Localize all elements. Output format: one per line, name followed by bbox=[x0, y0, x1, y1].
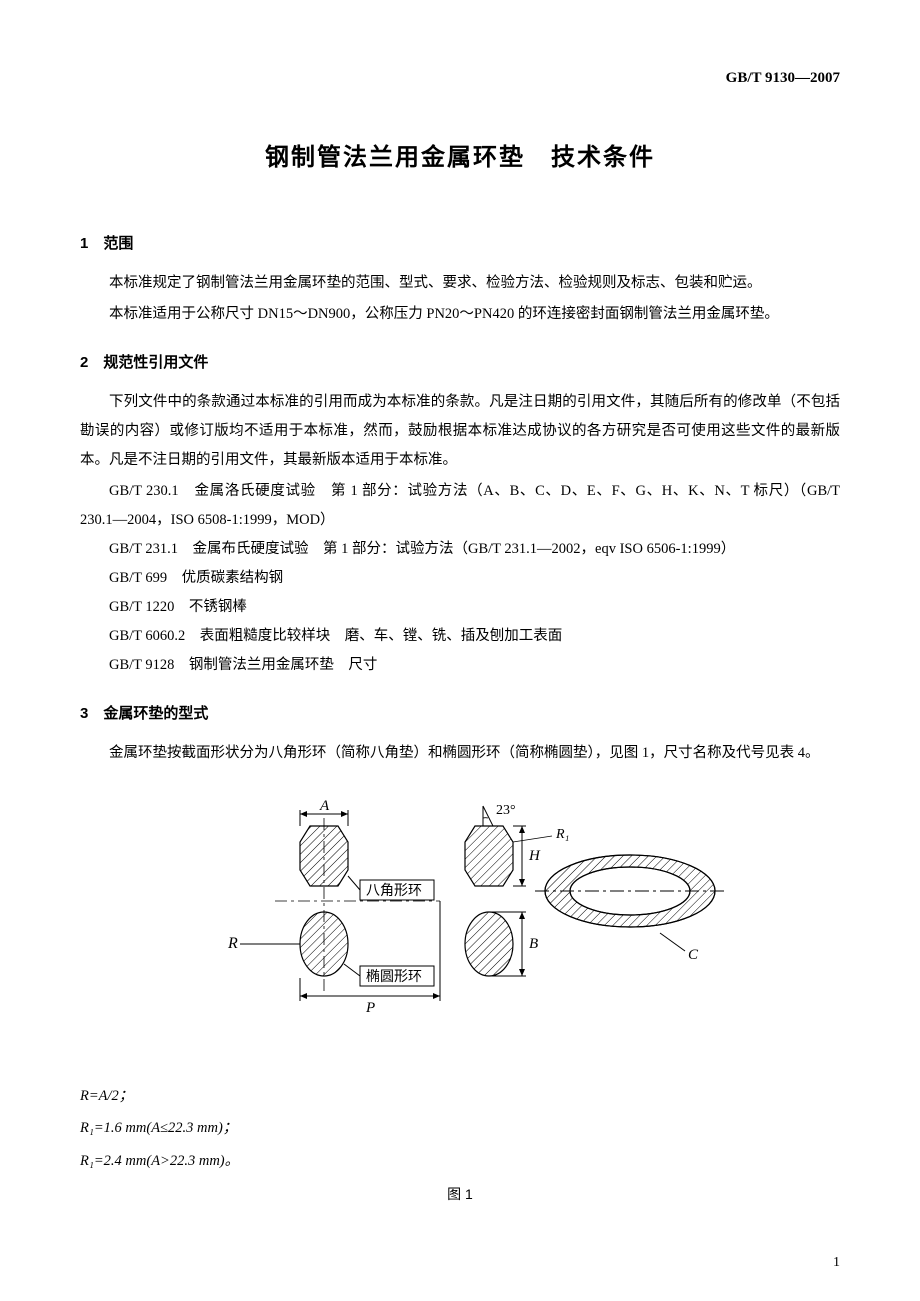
section-1-para-2: 本标准适用于公称尺寸 DN15～DN900，公称压力 PN20～PN420 的环… bbox=[80, 300, 840, 329]
section-2-heading: 2 规范性引用文件 bbox=[80, 351, 840, 372]
formula-3: R₁=2.4 mm(A>22.3 mm)。 bbox=[80, 1146, 840, 1176]
ref-6: GB/T 9128 钢制管法兰用金属环垫 尺寸 bbox=[80, 651, 840, 680]
label-A: A bbox=[319, 798, 330, 814]
ref-1: GB/T 230.1 金属洛氏硬度试验 第 1 部分：试验方法（A、B、C、D、… bbox=[80, 477, 840, 535]
ref-2: GB/T 231.1 金属布氏硬度试验 第 1 部分：试验方法（GB/T 231… bbox=[80, 535, 840, 564]
ref-5: GB/T 6060.2 表面粗糙度比较样块 磨、车、镗、铣、插及刨加工表面 bbox=[80, 622, 840, 651]
section-2-intro: 下列文件中的条款通过本标准的引用而成为本标准的条款。凡是注日期的引用文件，其随后… bbox=[80, 388, 840, 475]
label-octagon: 八角形环 bbox=[366, 883, 422, 899]
section-3-heading: 3 金属环垫的型式 bbox=[80, 702, 840, 723]
formula-1: R=A/2； bbox=[80, 1081, 840, 1111]
section-1-heading: 1 范围 bbox=[80, 232, 840, 253]
figure-1-caption: 图 1 bbox=[80, 1184, 840, 1204]
label-H: H bbox=[528, 848, 541, 864]
section-1-para-1: 本标准规定了钢制管法兰用金属环垫的范围、型式、要求、检验方法、检验规则及标志、包… bbox=[80, 269, 840, 298]
page-number: 1 bbox=[833, 1255, 840, 1271]
label-oval: 椭圆形环 bbox=[366, 969, 422, 985]
label-R: R bbox=[227, 935, 238, 952]
label-C: C bbox=[688, 947, 699, 963]
ref-3: GB/T 699 优质碳素结构钢 bbox=[80, 564, 840, 593]
label-B: B bbox=[529, 936, 538, 952]
formula-block: R=A/2； R₁=1.6 mm(A≤22.3 mm)； R₁=2.4 mm(A… bbox=[80, 1081, 840, 1176]
figure-1-diagram: R A 八角形环 椭圆形环 P 23° bbox=[180, 796, 740, 1046]
section-3-para: 金属环垫按截面形状分为八角形环（简称八角垫）和椭圆形环（简称椭圆垫），见图 1，… bbox=[80, 739, 840, 768]
ref-4: GB/T 1220 不锈钢棒 bbox=[80, 593, 840, 622]
formula-2: R₁=1.6 mm(A≤22.3 mm)； bbox=[80, 1113, 840, 1143]
figure-1: R A 八角形环 椭圆形环 P 23° bbox=[80, 796, 840, 1051]
document-title: 钢制管法兰用金属环垫 技术条件 bbox=[80, 137, 840, 172]
label-R1: R₁ bbox=[555, 827, 569, 842]
document-id: GB/T 9130—2007 bbox=[80, 70, 840, 87]
label-angle: 23° bbox=[496, 803, 516, 818]
label-P: P bbox=[365, 1000, 375, 1016]
